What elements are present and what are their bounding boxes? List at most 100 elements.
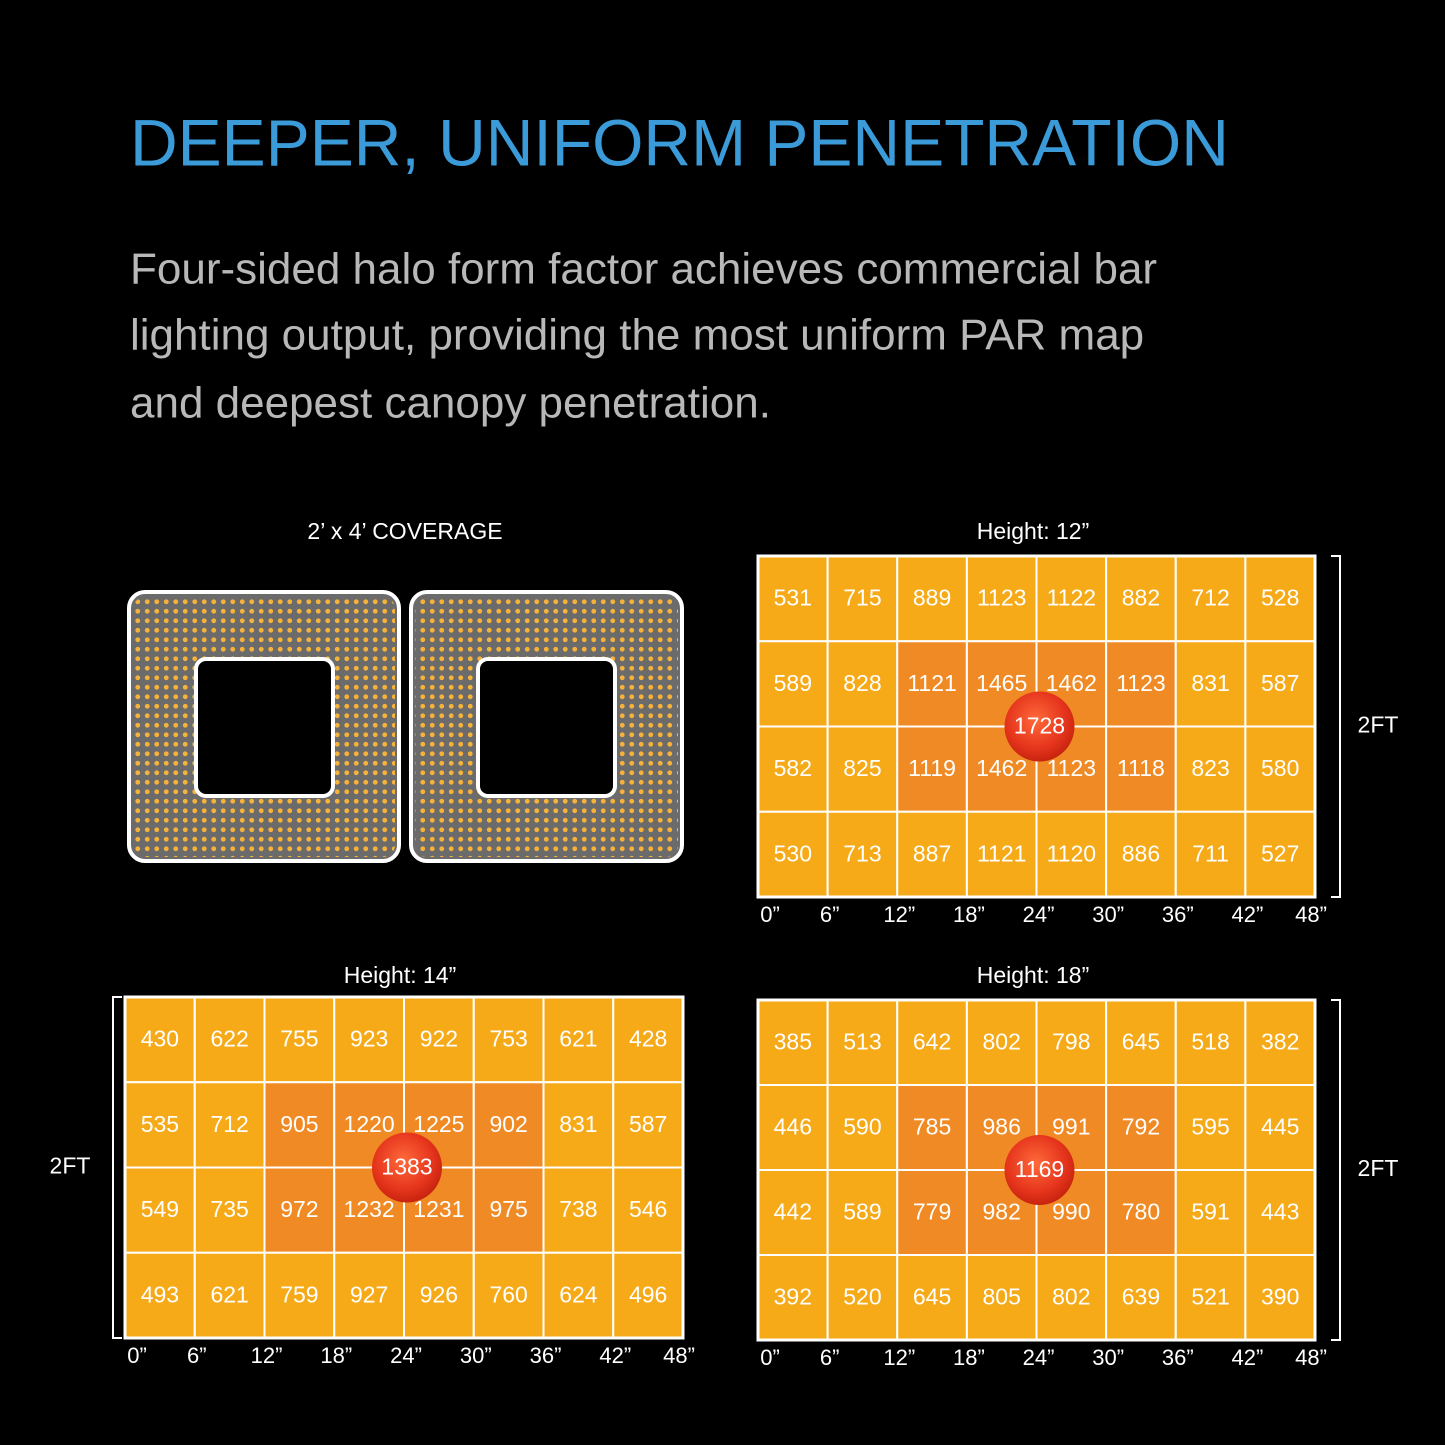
par-value: 1462: [976, 755, 1027, 781]
par-value: 528: [1261, 585, 1299, 611]
par-value: 889: [913, 585, 951, 611]
par-value: 582: [774, 755, 812, 781]
par-value: 1232: [344, 1196, 395, 1222]
x-label: 24”: [1023, 902, 1055, 927]
x-label: 30”: [460, 1343, 492, 1368]
map-title: Height: 14”: [344, 962, 457, 988]
x-label: 12”: [883, 902, 915, 927]
par-value: 755: [280, 1026, 318, 1052]
par-cell: [403, 1251, 475, 1339]
par-cell: [1105, 1254, 1177, 1341]
par-value: 711: [1192, 840, 1229, 866]
par-value: 759: [280, 1281, 318, 1307]
par-value: 991: [1052, 1114, 1090, 1140]
par-cell: [1105, 810, 1177, 898]
par-value: 587: [1261, 670, 1299, 696]
fixture-hole: [194, 657, 335, 798]
par-value: 715: [843, 585, 881, 611]
par-value: 735: [210, 1196, 248, 1222]
par-value: 831: [559, 1111, 597, 1137]
par-cell: [965, 999, 1038, 1086]
par-value: 496: [629, 1281, 667, 1307]
par-value: 1122: [1047, 585, 1096, 611]
par-value: 580: [1261, 755, 1299, 781]
x-label: 0”: [760, 902, 780, 927]
par-cell: [1035, 810, 1108, 898]
par-value: 780: [1122, 1199, 1160, 1225]
x-label: 24”: [1023, 1345, 1055, 1370]
height-bracket: [112, 996, 122, 1339]
par-value: 442: [774, 1199, 812, 1225]
x-label: 0”: [760, 1345, 780, 1370]
par-value: 1220: [344, 1111, 395, 1137]
par-value: 986: [983, 1114, 1021, 1140]
x-label: 6”: [820, 902, 840, 927]
map-title: Height: 18”: [977, 962, 1090, 988]
x-label: 42”: [599, 1343, 631, 1368]
par-value: 982: [983, 1199, 1021, 1225]
par-value: 531: [774, 585, 812, 611]
light-fixtures: [127, 590, 684, 863]
x-label: 36”: [1162, 902, 1194, 927]
par-value: 1119: [908, 755, 956, 781]
par-value: 639: [1122, 1284, 1160, 1310]
par-value: 428: [629, 1026, 667, 1052]
par-cell: [124, 1081, 196, 1169]
par-value: 589: [843, 1199, 881, 1225]
par-cell: [1174, 725, 1247, 813]
x-label: 18”: [953, 1345, 985, 1370]
height-bracket: [1331, 999, 1341, 1341]
par-cell: [1244, 810, 1316, 898]
par-cell: [1174, 555, 1247, 643]
x-label: 12”: [251, 1343, 283, 1368]
x-label: 36”: [530, 1343, 562, 1368]
title: DEEPER, UNIFORM PENETRATION: [130, 105, 1229, 179]
par-cell: [472, 1081, 545, 1169]
par-value: 622: [210, 1026, 248, 1052]
par-value: 738: [559, 1196, 597, 1222]
par-value: 385: [774, 1029, 812, 1055]
par-cell: [612, 1166, 684, 1254]
par-value: 513: [843, 1029, 881, 1055]
x-label: 30”: [1092, 902, 1124, 927]
par-value: 712: [1191, 585, 1229, 611]
side-label: 2FT: [1358, 712, 1399, 738]
par-cell: [826, 640, 899, 728]
par-value: 430: [141, 1026, 179, 1052]
coverage-label: 2’ x 4’ COVERAGE: [307, 518, 502, 544]
par-value: 624: [559, 1281, 598, 1307]
par-cell: [826, 810, 899, 898]
x-label: 6”: [187, 1343, 207, 1368]
par-value: 518: [1191, 1029, 1229, 1055]
x-label: 48”: [1295, 902, 1327, 927]
par-cell: [1035, 999, 1108, 1086]
par-value: 1462: [1046, 670, 1097, 696]
description-line: Four-sided halo form factor achieves com…: [130, 245, 1157, 294]
par-value: 589: [774, 670, 812, 696]
par-cell: [826, 1254, 899, 1341]
par-value: 990: [1052, 1199, 1090, 1225]
par-value: 887: [913, 840, 951, 866]
par-value: 595: [1191, 1114, 1229, 1140]
par-value: 1121: [977, 840, 1026, 866]
par-cell: [757, 1254, 829, 1341]
par-cell: [1105, 555, 1177, 643]
par-value: 591: [1191, 1199, 1229, 1225]
par-cell: [1105, 999, 1177, 1086]
par-cell: [263, 1081, 336, 1169]
par-value: 922: [420, 1026, 458, 1052]
par-cell: [965, 1169, 1038, 1256]
par-cell: [193, 1166, 266, 1254]
par-value: 546: [629, 1196, 667, 1222]
x-label: 0”: [127, 1343, 147, 1368]
x-label: 42”: [1231, 1345, 1263, 1370]
x-label: 18”: [320, 1343, 352, 1368]
par-value: 549: [141, 1196, 179, 1222]
par-value: 392: [774, 1284, 812, 1310]
par-value: 1121: [907, 670, 956, 696]
par-value: 713: [843, 840, 881, 866]
par-cell: [263, 1251, 336, 1339]
x-label: 6”: [820, 1345, 840, 1370]
par-cell: [896, 640, 968, 728]
